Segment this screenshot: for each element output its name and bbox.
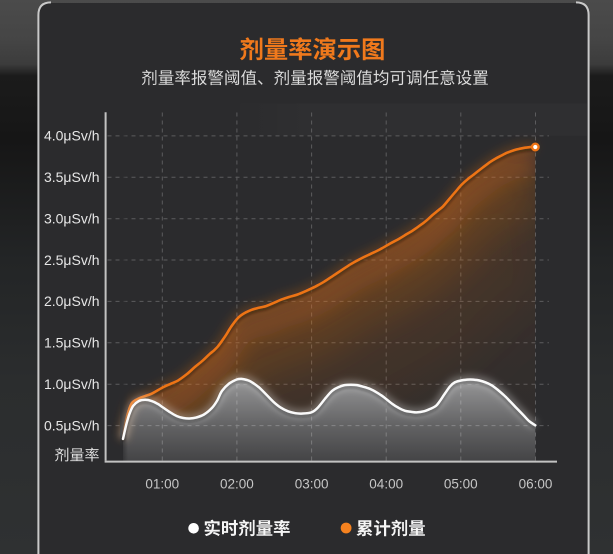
svg-text:0.5μSv/h: 0.5μSv/h bbox=[44, 417, 100, 433]
svg-text:04:00: 04:00 bbox=[369, 477, 403, 492]
svg-text:05:00: 05:00 bbox=[444, 477, 478, 492]
svg-text:1.0μSv/h: 1.0μSv/h bbox=[44, 376, 100, 392]
svg-text:3.5μSv/h: 3.5μSv/h bbox=[44, 169, 100, 185]
svg-text:4.0μSv/h: 4.0μSv/h bbox=[44, 128, 100, 144]
svg-text:2.0μSv/h: 2.0μSv/h bbox=[44, 293, 100, 309]
svg-text:02:00: 02:00 bbox=[220, 477, 254, 492]
svg-text:3.0μSv/h: 3.0μSv/h bbox=[44, 211, 100, 227]
svg-text:06:00: 06:00 bbox=[519, 477, 553, 492]
svg-text:1.5μSv/h: 1.5μSv/h bbox=[44, 335, 100, 351]
svg-text:2.5μSv/h: 2.5μSv/h bbox=[44, 252, 100, 268]
svg-text:03:00: 03:00 bbox=[295, 477, 329, 492]
svg-text:01:00: 01:00 bbox=[145, 477, 179, 492]
